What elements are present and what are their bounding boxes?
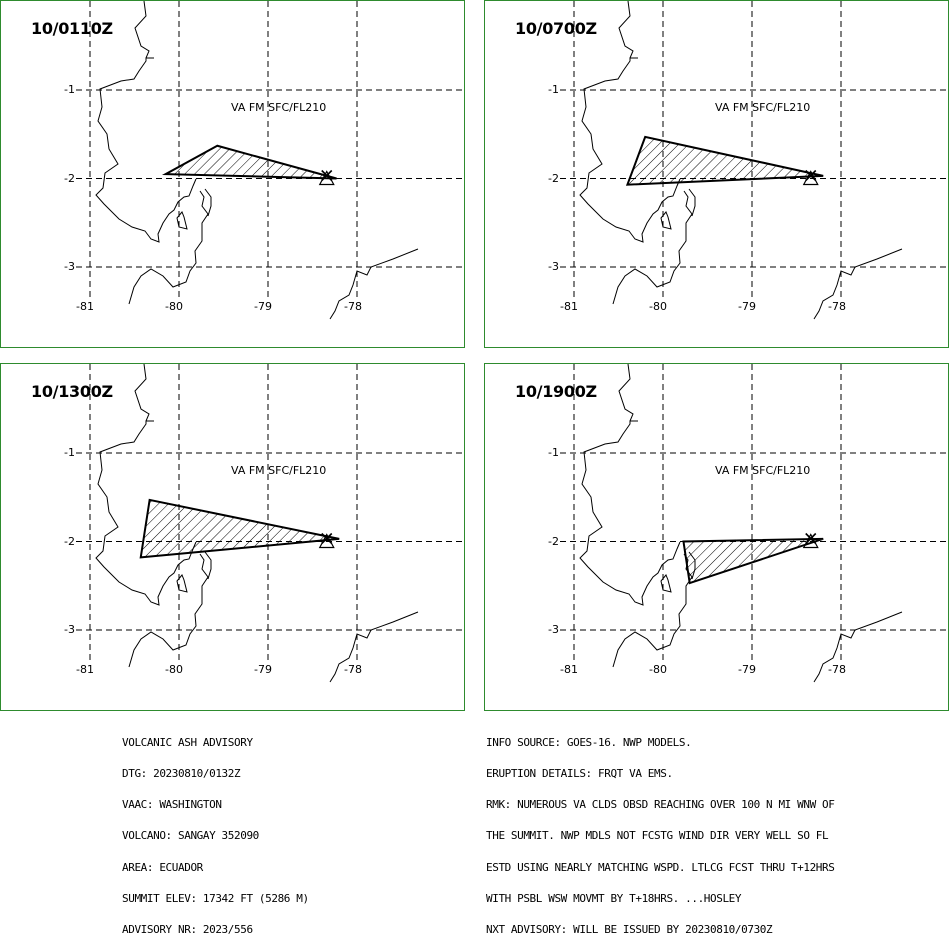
lat-tick-label: -1: [64, 446, 75, 459]
advisory-line: VOLCANIC ASH ADVISORY: [122, 735, 253, 749]
lat-tick-label: -3: [548, 260, 559, 273]
lon-tick-label: -78: [344, 300, 362, 313]
advisory-line: ADVISORY NR: 2023/556: [122, 923, 253, 937]
volcano-triangle-icon: [318, 532, 335, 549]
ash-cloud-polygon: [139, 498, 340, 559]
advisory-line: WITH PSBL WSW MOVMT BY T+18HRS. ...HOSLE…: [486, 891, 742, 905]
lat-tick-label: -2: [64, 172, 75, 185]
coastline-path: [579, 1, 681, 243]
coastline-path: [660, 211, 672, 230]
lon-tick-label: -79: [738, 663, 756, 676]
lon-tick-label: -79: [738, 300, 756, 313]
lat-tick-label: -3: [548, 623, 559, 636]
advisory-line: VOLCANO: SANGAY 352090: [122, 829, 259, 843]
advisory-line: THE SUMMIT. NWP MDLS NOT FCSTG WIND DIR …: [486, 829, 829, 843]
volcano-triangle-icon: [802, 169, 819, 186]
ash-cloud-polygon: [161, 144, 337, 180]
lon-tick-label: -81: [560, 300, 578, 313]
advisory-line: RMK: NUMEROUS VA CLDS OBSD REACHING OVER…: [486, 798, 835, 812]
lon-tick-label: -80: [649, 300, 667, 313]
lat-tick-label: -2: [548, 172, 559, 185]
lat-lon-grid: [76, 364, 466, 660]
ash-cloud-polygon: [682, 537, 824, 585]
lon-tick-label: -79: [254, 663, 272, 676]
coastline-path: [612, 188, 696, 305]
lon-tick-label: -78: [828, 663, 846, 676]
lat-lon-grid: [560, 1, 950, 297]
advisory-line: DTG: 20230810/0132Z: [122, 767, 241, 781]
lat-tick-label: -1: [548, 446, 559, 459]
map-svg-4: [560, 364, 950, 683]
lon-tick-label: -80: [165, 663, 183, 676]
volcano-x: [805, 532, 817, 545]
lon-tick-label: -78: [828, 300, 846, 313]
advisory-line: INFO SOURCE: GOES-16. NWP MODELS.: [486, 735, 692, 749]
volcano-x: [805, 169, 817, 182]
coastline-path: [128, 551, 212, 668]
coastline-path: [176, 574, 188, 593]
advisory-header-text: VOLCANIC ASH ADVISORY DTG: 20230810/0132…: [122, 717, 309, 946]
panel-time-title: 10/0700Z: [515, 19, 597, 38]
coastline-path: [660, 574, 672, 593]
map-panel-3: 10/1300Z VA FM SFC/FL210 -1 -2 -3 -81 -8…: [0, 363, 466, 711]
lon-tick-label: -81: [76, 663, 94, 676]
coastline-path: [813, 611, 903, 683]
lat-tick-label: -3: [64, 260, 75, 273]
lat-lon-grid: [76, 1, 466, 297]
coastline: [95, 1, 419, 320]
coastline-path: [128, 188, 212, 305]
lon-tick-label: -80: [649, 663, 667, 676]
lon-tick-label: -81: [76, 300, 94, 313]
coastline-path: [329, 248, 419, 320]
advisory-line: ERUPTION DETAILS: FRQT VA EMS.: [486, 767, 673, 781]
lon-tick-label: -81: [560, 663, 578, 676]
volcano-triangle-icon: [318, 169, 335, 186]
ash-level-label: VA FM SFC/FL210: [715, 464, 811, 477]
coastline-path: [176, 211, 188, 230]
map-svg-3: [76, 364, 466, 683]
advisory-remarks-text: INFO SOURCE: GOES-16. NWP MODELS. ERUPTI…: [486, 717, 835, 946]
coastline-path: [95, 1, 197, 243]
map-svg-2: [560, 1, 950, 320]
lat-tick-label: -3: [64, 623, 75, 636]
ash-level-label: VA FM SFC/FL210: [231, 101, 327, 114]
advisory-line: ESTD USING NEARLY MATCHING WSPD. LTLCG F…: [486, 860, 835, 874]
coastline-path: [95, 364, 197, 606]
lon-tick-label: -80: [165, 300, 183, 313]
panel-time-title: 10/0110Z: [31, 19, 113, 38]
ash-level-label: VA FM SFC/FL210: [715, 101, 811, 114]
coastline: [95, 364, 419, 683]
map-panel-4: 10/1900Z VA FM SFC/FL210 -1 -2 -3 -81 -8…: [484, 363, 950, 711]
coastline-path: [813, 248, 903, 320]
map-svg-1: [76, 1, 466, 320]
lat-tick-label: -2: [548, 535, 559, 548]
panel-time-title: 10/1900Z: [515, 382, 597, 401]
volcano-x: [321, 169, 333, 182]
coastline-path: [329, 611, 419, 683]
lon-tick-label: -79: [254, 300, 272, 313]
advisory-line: VAAC: WASHINGTON: [122, 798, 222, 812]
advisory-line: SUMMIT ELEV: 17342 FT (5286 M): [122, 891, 309, 905]
coastline: [579, 364, 903, 683]
coastline-path: [579, 364, 681, 606]
panel-time-title: 10/1300Z: [31, 382, 113, 401]
lat-tick-label: -1: [548, 83, 559, 96]
lon-tick-label: -78: [344, 663, 362, 676]
advisory-line: AREA: ECUADOR: [122, 860, 203, 874]
coastline: [579, 1, 903, 320]
map-panel-2: 10/0700Z VA FM SFC/FL210 -1 -2 -3 -81 -8…: [484, 0, 950, 348]
volcano-triangle-icon: [802, 532, 819, 549]
lat-tick-label: -2: [64, 535, 75, 548]
lat-lon-grid: [560, 364, 950, 660]
ash-cloud-polygon: [625, 135, 824, 186]
advisory-line: NXT ADVISORY: WILL BE ISSUED BY 20230810…: [486, 923, 773, 937]
ash-level-label: VA FM SFC/FL210: [231, 464, 327, 477]
lat-tick-label: -1: [64, 83, 75, 96]
map-panel-1: 10/0110Z VA FM SFC/FL210 -1 -2 -3 -81 -8…: [0, 0, 466, 348]
volcano-x: [321, 532, 333, 545]
coastline-path: [612, 551, 696, 668]
